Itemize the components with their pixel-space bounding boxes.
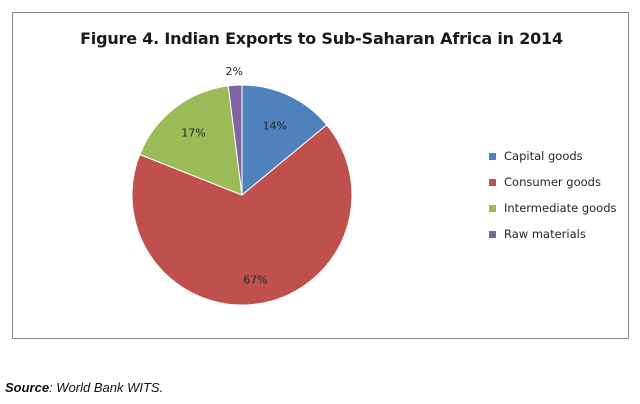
legend-swatch: [489, 230, 496, 238]
pie-slice-consumer-goods: [131, 124, 353, 306]
source-label: Source: [5, 380, 50, 395]
legend-swatch: [489, 204, 496, 212]
pie-slice-raw-materials: [227, 84, 243, 196]
legend: Capital goods Consumer goods Intermediate …: [489, 149, 639, 253]
legend-label: Raw materials: [504, 227, 586, 241]
legend-label: Capital goods: [504, 149, 583, 163]
pie-slice-intermediate-goods: [139, 85, 243, 196]
legend-label: Intermediate goods: [504, 201, 617, 215]
legend-item-consumer-goods: Consumer goods: [489, 175, 639, 189]
data-label-intermediate-goods: 17%: [181, 126, 205, 139]
legend-item-raw-materials: Raw materials: [489, 227, 639, 241]
pie-slice-capital-goods: [241, 84, 328, 197]
data-label-consumer-goods: 67%: [243, 274, 267, 287]
pie-chart: 14% 67% 17% 2%: [131, 65, 353, 306]
legend-label: Consumer goods: [504, 175, 601, 189]
legend-swatch: [489, 152, 496, 160]
data-label-capital-goods: 14%: [263, 119, 287, 132]
data-label-raw-materials: 2%: [225, 65, 242, 78]
source-note: Source: World Bank WITS.: [5, 380, 163, 395]
legend-item-capital-goods: Capital goods: [489, 149, 639, 163]
legend-item-intermediate-goods: Intermediate goods: [489, 201, 639, 215]
chart-frame: Figure 4. Indian Exports to Sub-Saharan …: [12, 12, 629, 339]
chart-title: Figure 4. Indian Exports to Sub-Saharan …: [80, 29, 563, 48]
source-text: : World Bank WITS.: [49, 380, 164, 395]
legend-swatch: [489, 178, 496, 186]
